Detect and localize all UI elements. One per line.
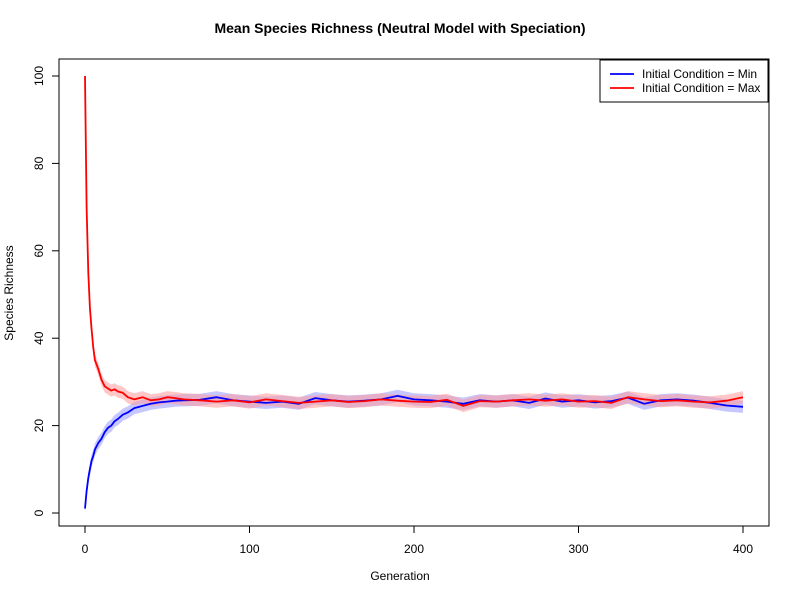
chart-title: Mean Species Richness (Neutral Model wit… [214, 20, 586, 36]
y-tick-label: 100 [32, 66, 46, 86]
y-tick-label: 0 [32, 509, 46, 516]
confidence-bands [85, 69, 743, 513]
series-lines [84, 75, 744, 509]
legend-label-0: Initial Condition = Min [642, 67, 757, 81]
series-line-0 [84, 394, 744, 509]
x-tick-label: 100 [239, 542, 259, 556]
plot-frame [58, 58, 770, 527]
y-tick-label: 40 [32, 331, 46, 345]
x-tick-label: 200 [404, 542, 424, 556]
y-axis: 0 20 40 60 80 100 [32, 66, 60, 516]
x-tick-label: 0 [82, 542, 89, 556]
legend-box [599, 59, 769, 103]
x-axis: 0 100 200 300 400 [82, 525, 753, 556]
x-axis-label: Generation [370, 569, 430, 583]
y-tick-label: 60 [32, 244, 46, 258]
legend-label-1: Initial Condition = Max [642, 81, 760, 95]
y-tick-label: 80 [32, 156, 46, 170]
y-tick-label: 20 [32, 419, 46, 433]
confidence-band-1 [85, 69, 743, 413]
y-axis-label: Species Richness [2, 245, 16, 341]
series-line-1 [84, 75, 744, 407]
x-tick-label: 400 [733, 542, 753, 556]
x-tick-label: 300 [568, 542, 588, 556]
confidence-band-0 [85, 389, 743, 513]
